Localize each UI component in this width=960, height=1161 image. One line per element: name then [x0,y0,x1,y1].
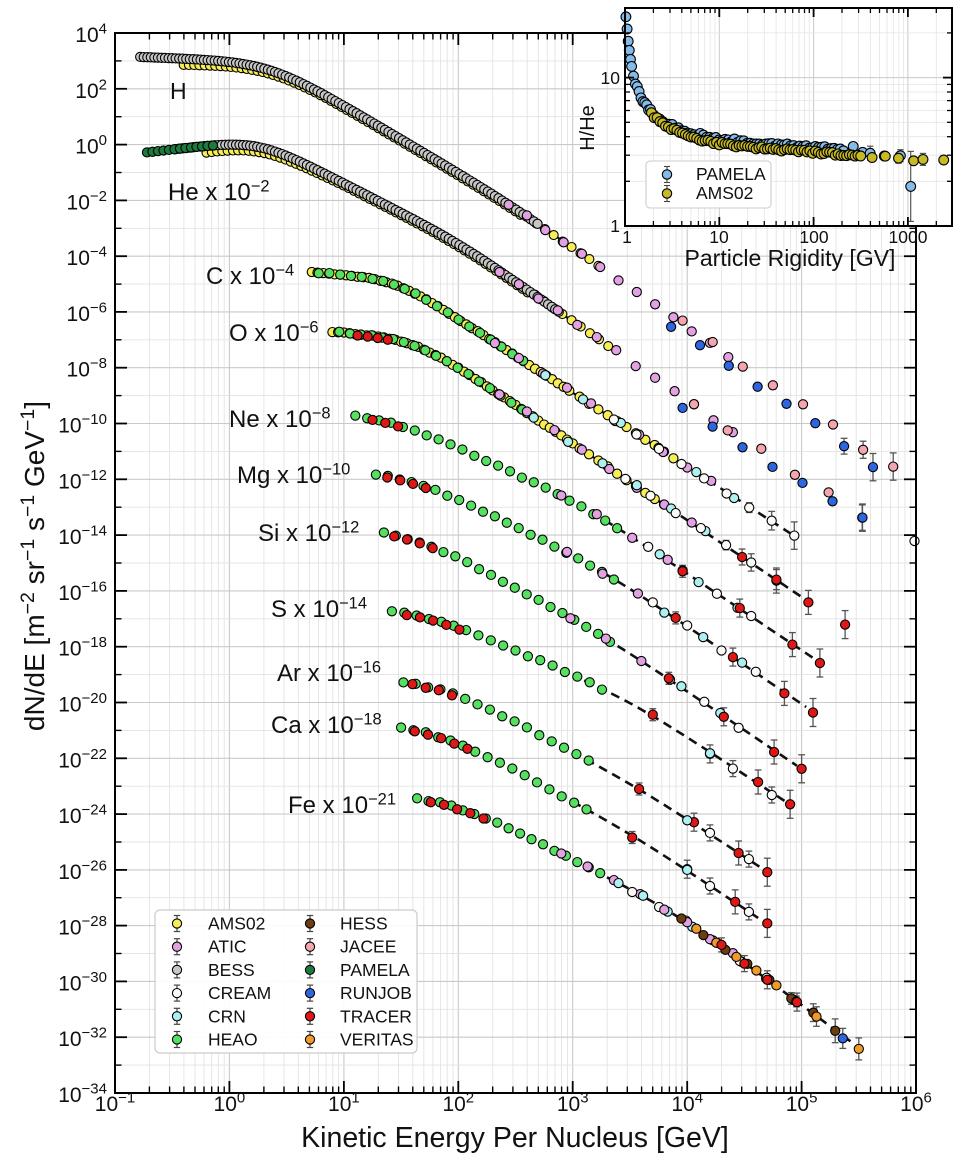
svg-text:HESS: HESS [340,914,388,934]
svg-text:10−1: 10−1 [95,1090,135,1117]
svg-text:Mg x 10−10: Mg x 10−10 [237,461,350,490]
svg-text:100: 100 [214,1090,246,1117]
svg-text:102: 102 [442,1090,474,1117]
svg-text:104: 104 [671,1090,703,1117]
svg-text:10−4: 10−4 [67,244,107,271]
svg-text:10: 10 [709,227,729,247]
svg-text:CREAM: CREAM [208,983,271,1003]
svg-text:PAMELA: PAMELA [696,164,766,184]
svg-text:H: H [170,78,187,104]
svg-text:HEAO: HEAO [208,1030,258,1050]
svg-text:106: 106 [900,1090,932,1117]
svg-text:100: 100 [799,227,828,247]
svg-text:103: 103 [557,1090,589,1117]
svg-text:BESS: BESS [208,960,255,980]
svg-text:101: 101 [328,1090,360,1117]
svg-text:Particle Rigidity [GV]: Particle Rigidity [GV] [685,245,896,271]
svg-text:1: 1 [622,227,632,247]
svg-text:10: 10 [601,68,621,88]
svg-text:JACEE: JACEE [340,937,396,957]
svg-text:105: 105 [786,1090,818,1117]
svg-text:RUNJOB: RUNJOB [340,983,412,1003]
svg-text:Si x 10−12: Si x 10−12 [258,519,359,548]
svg-text:H/He: H/He [577,105,599,151]
svg-text:dN/dE [m−2 sr−1 s−1 GeV−1]: dN/dE [m−2 sr−1 s−1 GeV−1] [17,401,50,731]
svg-text:PAMELA: PAMELA [340,960,410,980]
svg-text:AMS02: AMS02 [696,183,753,203]
svg-text:1000: 1000 [889,227,928,247]
svg-text:1: 1 [610,216,620,236]
svg-text:VERITAS: VERITAS [340,1030,414,1050]
svg-text:TRACER: TRACER [340,1006,412,1026]
svg-text:Kinetic Energy Per Nucleus [Ge: Kinetic Energy Per Nucleus [GeV] [301,1122,729,1154]
svg-text:ATIC: ATIC [208,937,247,957]
svg-text:CRN: CRN [208,1006,246,1026]
svg-text:Ca x 10−18: Ca x 10−18 [271,711,382,740]
svg-text:AMS02: AMS02 [208,914,265,934]
